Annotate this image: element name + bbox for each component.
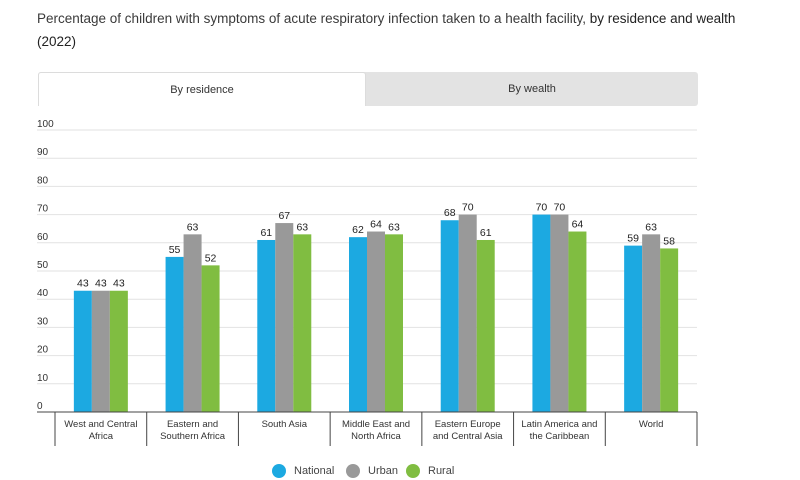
legend-label-national: National: [294, 465, 335, 477]
x-tick-label: and Central Asia: [433, 431, 503, 442]
data-label: 62: [352, 224, 364, 236]
bar: [91, 290, 110, 412]
bar: [257, 239, 276, 412]
bar: [367, 231, 385, 412]
data-label: 59: [627, 233, 639, 245]
y-tick-label: 30: [37, 316, 49, 327]
bar: [440, 220, 459, 412]
data-label: 58: [663, 235, 675, 247]
data-label: 61: [480, 227, 492, 239]
data-label: 63: [645, 221, 657, 233]
data-label: 67: [278, 210, 290, 222]
bar: [458, 214, 477, 412]
data-label: 68: [444, 207, 456, 219]
x-tick-label: South Asia: [262, 419, 308, 430]
bar: [532, 214, 551, 412]
data-label: 52: [205, 252, 217, 264]
legend-swatch-national: [272, 464, 286, 478]
legend-item-national[interactable]: National: [272, 464, 334, 478]
chart-title: Percentage of children with symptoms of …: [37, 7, 737, 53]
data-label: 55: [169, 244, 181, 256]
x-tick-label: Middle East and: [342, 419, 410, 430]
x-tick-label: Latin America and: [521, 419, 597, 430]
chart-title-text: Percentage of children with symptoms of …: [37, 11, 590, 26]
data-label: 70: [462, 202, 474, 214]
bar: [568, 231, 587, 412]
y-tick-label: 90: [37, 147, 49, 158]
legend-swatch-rural: [406, 464, 420, 478]
bar: [642, 234, 661, 412]
y-tick-label: 70: [37, 204, 49, 215]
legend-swatch-urban: [346, 464, 360, 478]
data-label: 43: [113, 278, 125, 290]
y-tick-label: 20: [37, 345, 49, 356]
y-tick-label: 80: [37, 175, 49, 186]
y-tick-label: 10: [37, 373, 49, 384]
data-label: 63: [296, 221, 308, 233]
bar: [165, 256, 184, 412]
bar: [73, 290, 92, 412]
bar-chart: 0 10 20 30 40 50 60 70 80 90 100 43 43 43 55 63 52 61 67 63…: [37, 119, 698, 446]
x-tick-label: Southern Africa: [160, 431, 226, 442]
legend-label-rural: Rural: [428, 465, 455, 477]
data-label: 63: [388, 221, 400, 233]
y-tick-label: 50: [37, 260, 49, 271]
data-label: 63: [187, 221, 199, 233]
x-tick-label: World: [639, 419, 664, 430]
y-tick-label: 40: [37, 288, 49, 299]
chart-title-bold: by residence and wealth (2022): [37, 11, 736, 49]
y-tick-label: 0: [37, 401, 43, 412]
x-tick-label: Eastern Europe: [435, 419, 501, 430]
data-label: 64: [572, 219, 584, 231]
x-tick-label: Eastern and: [167, 419, 218, 430]
bar: [660, 248, 679, 412]
data-label: 61: [260, 227, 272, 239]
x-tick-label: West and Central: [64, 419, 137, 430]
bar: [349, 237, 367, 412]
legend-label-urban: Urban: [368, 465, 398, 477]
bar: [624, 245, 643, 412]
bar: [275, 223, 294, 412]
y-tick-label: 100: [37, 119, 54, 130]
x-tick-label: the Caribbean: [530, 431, 590, 442]
bar: [385, 234, 403, 412]
bar: [201, 265, 220, 412]
legend-item-rural[interactable]: Rural: [406, 464, 454, 478]
data-label: 64: [370, 219, 382, 231]
x-tick-label: Africa: [89, 431, 114, 442]
data-label: 43: [77, 278, 89, 290]
data-label: 70: [554, 202, 566, 214]
legend: National Urban Rural: [0, 464, 800, 480]
y-tick-label: 60: [37, 232, 49, 243]
bar: [293, 234, 312, 412]
bar: [109, 290, 128, 412]
bar: [550, 214, 569, 412]
x-tick-label: North Africa: [351, 431, 401, 442]
bar: [476, 239, 495, 412]
tab-by-residence[interactable]: By residence: [38, 72, 366, 106]
data-label: 70: [536, 202, 548, 214]
bar: [183, 234, 202, 412]
data-label: 43: [95, 278, 107, 290]
tab-bar: By residence By wealth: [38, 72, 698, 106]
legend-item-urban[interactable]: Urban: [346, 464, 398, 478]
tab-by-wealth[interactable]: By wealth: [508, 83, 556, 95]
